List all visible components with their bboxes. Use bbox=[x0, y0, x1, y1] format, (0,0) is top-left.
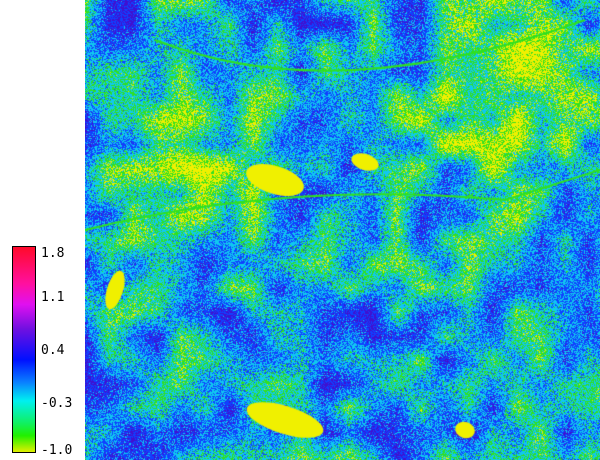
colorbar-label: 0.4 bbox=[41, 343, 65, 358]
colorbar-label: -0.3 bbox=[41, 396, 73, 411]
colorbar-label: 1.1 bbox=[41, 290, 65, 305]
colorbar-label: 1.8 bbox=[41, 246, 65, 261]
colorbar-gradient bbox=[12, 246, 36, 453]
colorbar-label: -1.0 bbox=[41, 443, 73, 458]
index-raster-map bbox=[85, 0, 600, 460]
